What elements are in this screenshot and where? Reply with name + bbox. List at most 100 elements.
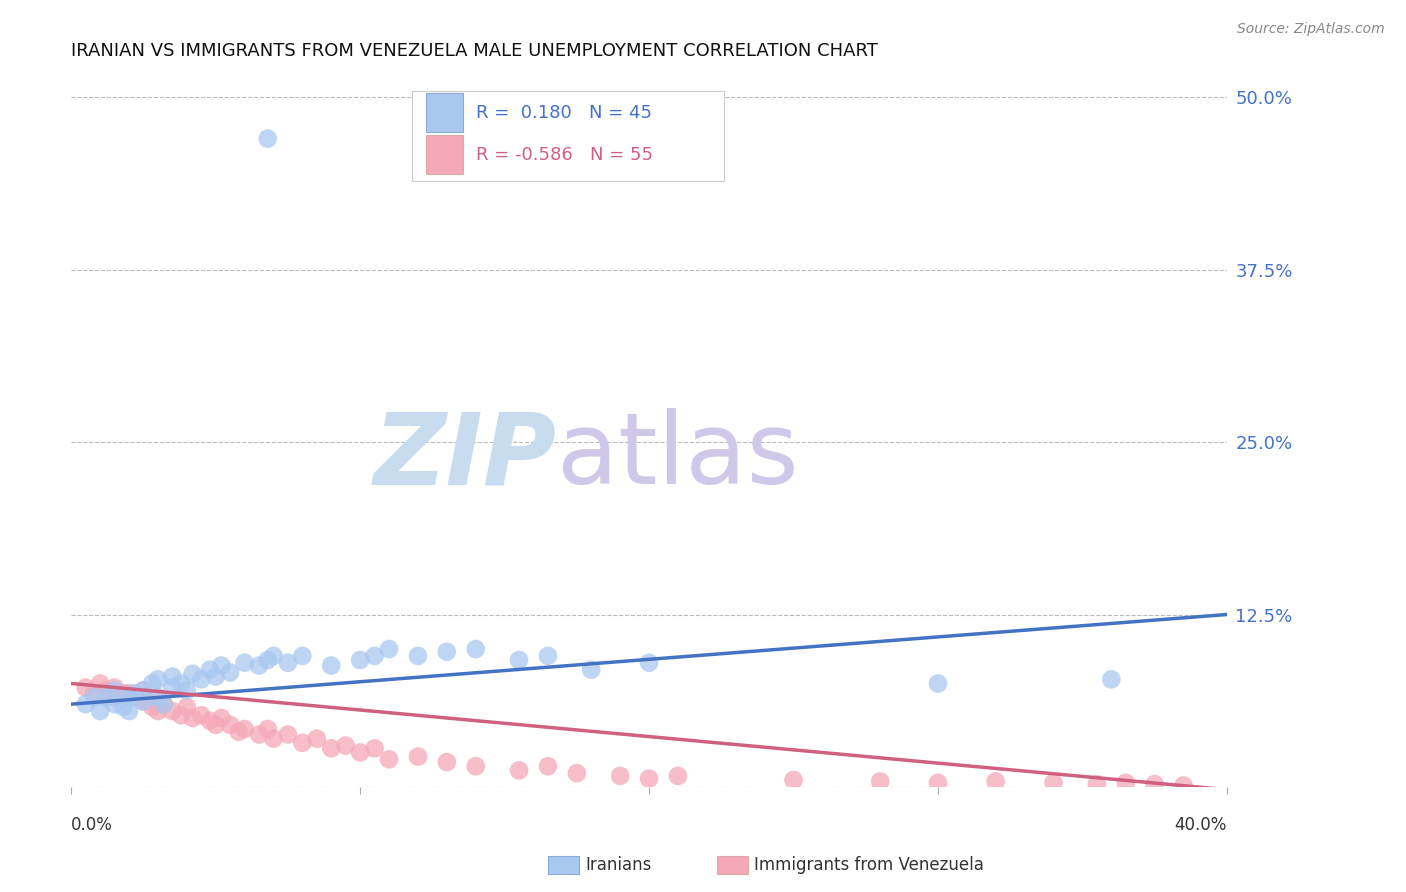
Point — [170, 676, 193, 690]
Point — [118, 686, 141, 700]
Point — [132, 694, 155, 708]
Point — [335, 739, 357, 753]
Point — [124, 686, 146, 700]
Point — [305, 731, 328, 746]
Point — [464, 642, 486, 657]
Point — [94, 683, 117, 698]
Point — [277, 727, 299, 741]
Point — [436, 755, 458, 769]
Point — [782, 772, 804, 787]
Point — [141, 676, 163, 690]
Point — [406, 648, 429, 663]
Point — [1173, 779, 1195, 793]
Point — [233, 656, 256, 670]
Point — [176, 700, 198, 714]
Point — [565, 766, 588, 780]
Point — [219, 718, 242, 732]
Point — [869, 774, 891, 789]
Point — [211, 711, 233, 725]
Point — [263, 731, 285, 746]
Point — [103, 690, 125, 705]
Point — [103, 697, 125, 711]
Point — [170, 708, 193, 723]
Point — [181, 711, 204, 725]
Point — [406, 749, 429, 764]
Text: R = -0.586   N = 55: R = -0.586 N = 55 — [475, 145, 652, 164]
Point — [256, 131, 278, 145]
Point — [146, 690, 169, 705]
Point — [638, 656, 661, 670]
Point — [436, 645, 458, 659]
Point — [204, 669, 226, 683]
Point — [198, 714, 221, 728]
Text: ZIP: ZIP — [374, 409, 557, 506]
Point — [112, 686, 135, 700]
Point — [247, 727, 270, 741]
Point — [321, 741, 343, 756]
Point — [89, 704, 111, 718]
Point — [181, 666, 204, 681]
Text: Immigrants from Venezuela: Immigrants from Venezuela — [754, 856, 983, 874]
Point — [132, 683, 155, 698]
Point — [146, 690, 169, 705]
FancyBboxPatch shape — [412, 91, 724, 181]
Point — [508, 764, 530, 778]
Point — [537, 648, 560, 663]
Point — [247, 658, 270, 673]
Point — [291, 736, 314, 750]
Point — [638, 772, 661, 786]
Point — [83, 686, 105, 700]
Point — [176, 683, 198, 698]
Point — [228, 724, 250, 739]
Point — [927, 776, 949, 790]
Point — [378, 752, 401, 766]
Point — [75, 681, 97, 695]
Point — [103, 681, 125, 695]
Point — [141, 700, 163, 714]
Point — [211, 658, 233, 673]
Text: R =  0.180   N = 45: R = 0.180 N = 45 — [475, 103, 652, 121]
Point — [256, 722, 278, 736]
Text: IRANIAN VS IMMIGRANTS FROM VENEZUELA MALE UNEMPLOYMENT CORRELATION CHART: IRANIAN VS IMMIGRANTS FROM VENEZUELA MAL… — [72, 42, 879, 60]
Point — [363, 741, 385, 756]
Point — [256, 653, 278, 667]
Point — [349, 653, 371, 667]
Point — [508, 653, 530, 667]
Text: Iranians: Iranians — [585, 856, 651, 874]
Point — [89, 676, 111, 690]
FancyBboxPatch shape — [426, 135, 463, 174]
Point — [1115, 776, 1137, 790]
Point — [927, 676, 949, 690]
Point — [152, 697, 174, 711]
FancyBboxPatch shape — [426, 93, 463, 132]
Point — [263, 648, 285, 663]
Point — [581, 663, 603, 677]
Point — [349, 746, 371, 760]
Point — [124, 690, 146, 705]
Point — [118, 690, 141, 705]
Point — [152, 697, 174, 711]
Point — [132, 694, 155, 708]
Point — [291, 648, 314, 663]
Point — [146, 704, 169, 718]
Point — [1042, 776, 1064, 790]
Point — [537, 759, 560, 773]
Point — [233, 722, 256, 736]
Point — [118, 704, 141, 718]
Point — [321, 658, 343, 673]
Point — [75, 697, 97, 711]
Point — [277, 656, 299, 670]
Text: 0.0%: 0.0% — [72, 815, 112, 834]
Point — [190, 708, 212, 723]
Point — [666, 769, 689, 783]
Point — [363, 648, 385, 663]
Point — [1143, 777, 1166, 791]
Point — [204, 718, 226, 732]
Point — [83, 690, 105, 705]
Point — [94, 690, 117, 705]
Point — [190, 673, 212, 687]
Point — [198, 663, 221, 677]
Point — [219, 665, 242, 680]
Point — [1085, 777, 1108, 791]
Text: 40.0%: 40.0% — [1174, 815, 1227, 834]
